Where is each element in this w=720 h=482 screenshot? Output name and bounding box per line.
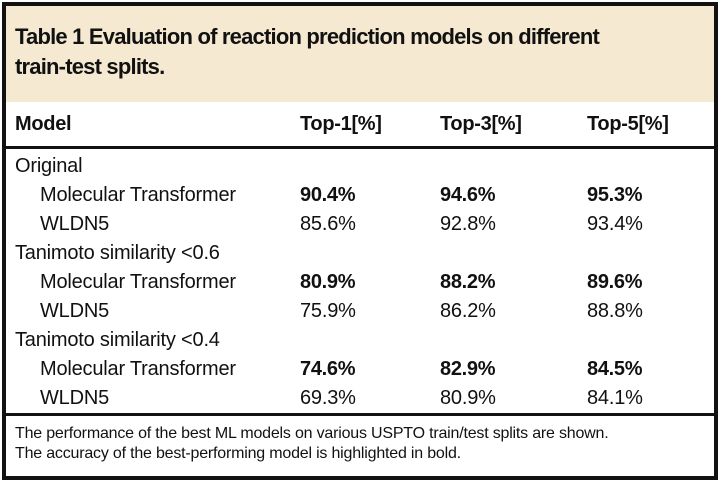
footnote-divider <box>6 413 714 416</box>
table-footnote: The performance of the best ML models on… <box>6 416 714 476</box>
model-name: Molecular Transformer <box>40 271 236 293</box>
table-title-band: Table 1 Evaluation of reaction predictio… <box>6 6 714 102</box>
top1-value: 74.6% <box>300 358 356 380</box>
top1-value: 69.3% <box>300 387 356 409</box>
table-row: Molecular Transformer 80.9% 88.2% 89.6% <box>15 268 703 297</box>
top5-value: 88.8% <box>587 300 643 322</box>
model-name: WLDN5 <box>40 300 110 322</box>
footnote-line-1: The performance of the best ML models on… <box>15 425 609 442</box>
group-label-tanimoto-06: Tanimoto similarity <0.6 <box>15 242 220 264</box>
table-row: WLDN5 75.9% 86.2% 88.8% <box>15 297 703 326</box>
footnote-line-2: The accuracy of the best-performing mode… <box>15 445 461 462</box>
column-header-top3: Top-3[%] <box>440 112 522 135</box>
model-name: WLDN5 <box>40 387 110 409</box>
model-name: Molecular Transformer <box>40 358 236 380</box>
top3-value: 80.9% <box>440 387 496 409</box>
top5-value: 93.4% <box>587 213 643 235</box>
top3-value: 82.9% <box>440 358 496 380</box>
model-name: WLDN5 <box>40 213 110 235</box>
top1-value: 85.6% <box>300 213 356 235</box>
top5-value: 95.3% <box>587 184 643 206</box>
top1-value: 75.9% <box>300 300 356 322</box>
top3-value: 88.2% <box>440 271 496 293</box>
table-body: Original Molecular Transformer 90.4% 94.… <box>6 149 714 413</box>
top5-value: 84.1% <box>587 387 643 409</box>
group-label-original: Original <box>15 155 83 177</box>
table-title-line-2: train-test splits. <box>15 54 165 79</box>
table-row: WLDN5 69.3% 80.9% 84.1% <box>15 384 703 413</box>
header-divider <box>6 146 714 149</box>
table-row: WLDN5 85.6% 92.8% 93.4% <box>15 210 703 239</box>
column-header-model: Model <box>15 112 72 135</box>
top5-value: 84.5% <box>587 358 643 380</box>
top1-value: 80.9% <box>300 271 356 293</box>
top1-value: 90.4% <box>300 184 356 206</box>
model-name: Molecular Transformer <box>40 184 236 206</box>
top3-value: 92.8% <box>440 213 496 235</box>
column-header-top1: Top-1[%] <box>300 112 382 135</box>
top3-value: 86.2% <box>440 300 496 322</box>
top5-value: 89.6% <box>587 271 643 293</box>
group-label-tanimoto-04: Tanimoto similarity <0.4 <box>15 329 220 351</box>
table-title-line-1: Table 1 Evaluation of reaction predictio… <box>15 24 600 49</box>
table-row: Molecular Transformer 74.6% 82.9% 84.5% <box>15 355 703 384</box>
top3-value: 94.6% <box>440 184 496 206</box>
table-header-row: Model Top-1[%] Top-3[%] Top-5[%] <box>6 102 714 146</box>
column-header-top5: Top-5[%] <box>587 112 669 135</box>
table-row: Molecular Transformer 90.4% 94.6% 95.3% <box>15 181 703 210</box>
